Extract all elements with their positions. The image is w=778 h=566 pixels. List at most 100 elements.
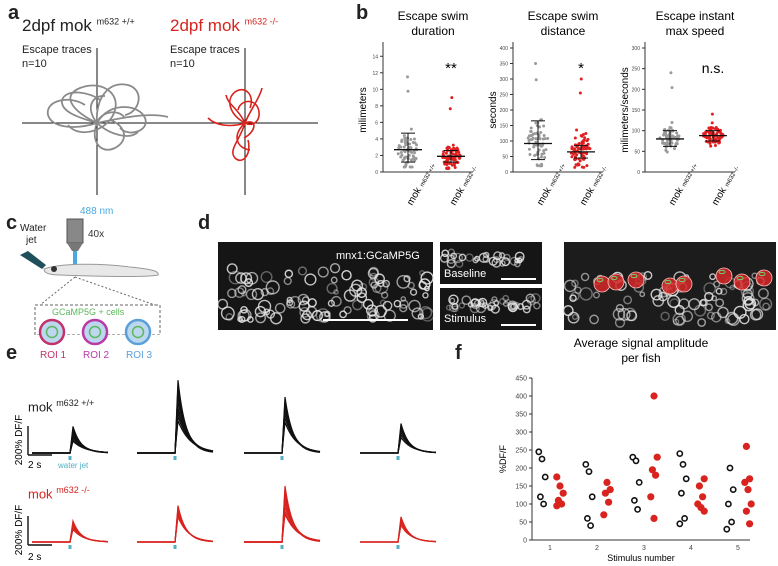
micrograph-gcamp: mnx1:GCaMP5G <box>218 242 435 330</box>
mut-data-point <box>586 142 590 146</box>
mut-trace <box>243 121 255 139</box>
neuron-cell <box>706 311 715 320</box>
mut-data-point <box>572 147 576 151</box>
neuron-cell <box>374 304 387 318</box>
mut-stimulus-1-traces <box>32 518 109 543</box>
plot-title-line2: distance <box>541 24 586 38</box>
data-point <box>556 482 564 490</box>
data-point <box>728 518 735 526</box>
wt-data-point <box>406 75 410 79</box>
wt-data-point <box>402 165 406 169</box>
data-point <box>700 475 708 483</box>
roi-2-circle <box>81 318 109 346</box>
data-point <box>632 457 640 465</box>
neuron-cell <box>368 266 379 277</box>
mut-stimulus-4-traces <box>360 516 437 543</box>
micrograph-gcamp-cells <box>218 262 435 325</box>
mut-data-point <box>455 150 459 154</box>
stimulus-marker <box>173 456 177 460</box>
larva-eye <box>51 266 57 272</box>
mut-data-point <box>580 142 584 146</box>
neuron-cell <box>507 302 518 313</box>
neuron-cell <box>237 316 243 323</box>
y-tick-label: 50 <box>634 149 640 155</box>
y-tick-label: 200 <box>515 466 527 473</box>
roi-2-nucleus <box>88 325 102 339</box>
wt-data-point <box>408 165 412 169</box>
neuron-cell <box>422 292 429 299</box>
micrograph-baseline-bg <box>440 242 542 284</box>
mut-data-point <box>704 130 708 134</box>
neuron-cell <box>579 287 593 301</box>
roi-1-label: ROI 1 <box>40 350 67 361</box>
neuron-cell <box>469 303 480 314</box>
neuron-cell <box>333 289 339 295</box>
neuron-cell <box>675 315 685 326</box>
neuron-cell <box>379 299 387 306</box>
wt-data-point <box>664 131 668 135</box>
wt-data-point <box>541 143 545 147</box>
roi-cell-green-nucleus <box>758 271 766 277</box>
mut-data-point <box>452 158 456 162</box>
neuron-cell <box>478 252 489 263</box>
neuron-cell <box>343 306 352 315</box>
micrograph-rois-cells <box>562 267 773 328</box>
neuron-cell <box>652 295 665 307</box>
laser-wavelength: 488 nm <box>80 206 113 217</box>
mut-data-point <box>583 136 587 140</box>
neuron-cell <box>498 252 506 259</box>
wt-data-point <box>543 155 547 159</box>
y-tick-label: 250 <box>500 93 509 99</box>
wt-data-point <box>409 127 413 131</box>
x-axis-label: Stimulus number <box>607 553 675 563</box>
mut-x-label: mokm632 -/- <box>448 164 480 208</box>
neuron-cell <box>419 270 426 277</box>
wt-data-point <box>542 149 546 153</box>
wt-escape-traces <box>47 83 169 151</box>
data-point <box>679 460 687 468</box>
roi-cell-green-nucleus <box>736 275 744 281</box>
wt-stimulus-4-traces <box>360 423 437 454</box>
data-point <box>726 464 734 472</box>
data-point <box>605 498 613 506</box>
data-point <box>538 455 546 463</box>
neuron-cell <box>330 295 342 307</box>
data-point <box>603 478 611 486</box>
wt-trace <box>95 83 140 124</box>
neuron-cell <box>420 307 435 322</box>
neuron-cell <box>461 295 472 306</box>
micrograph-baseline: Baseline <box>439 242 542 284</box>
y-tick-label: 200 <box>500 108 509 114</box>
mut-trace <box>225 94 246 124</box>
neuron-cell <box>297 293 310 306</box>
wt-trace <box>89 95 106 124</box>
neuron-cell <box>356 287 368 298</box>
y-tick-label: 8 <box>375 104 378 110</box>
neuron-cell <box>688 298 701 311</box>
y-axis-label: milimeters <box>358 87 369 133</box>
y-tick-label: 250 <box>515 448 527 455</box>
data-point <box>587 522 594 529</box>
neuron-cell <box>762 302 770 311</box>
roi-3-label: ROI 3 <box>126 350 153 361</box>
neuron-cell <box>705 303 713 312</box>
neuron-cell <box>493 251 503 261</box>
wt-x-label-name: mok <box>535 185 554 208</box>
neuron-cell <box>254 305 267 318</box>
neuron-cell <box>643 270 653 280</box>
mut-calcium-trace <box>244 511 321 543</box>
zoom-line-left <box>39 276 76 306</box>
wt-data-point <box>542 151 546 155</box>
significance-label: * <box>578 60 584 77</box>
neuron-cell <box>244 278 254 288</box>
neuron-cell <box>717 306 729 319</box>
neuron-cell <box>509 256 519 266</box>
wt-x-label-name: mok <box>667 185 686 208</box>
wt-data-point <box>677 134 681 138</box>
plot-title-line2: duration <box>411 24 454 38</box>
data-point <box>676 450 684 457</box>
neuron-cell <box>411 307 424 320</box>
y-tick-label: 0 <box>505 170 508 176</box>
neuron-cell <box>399 304 408 313</box>
mut-x-label: mokm632 -/- <box>710 164 742 208</box>
